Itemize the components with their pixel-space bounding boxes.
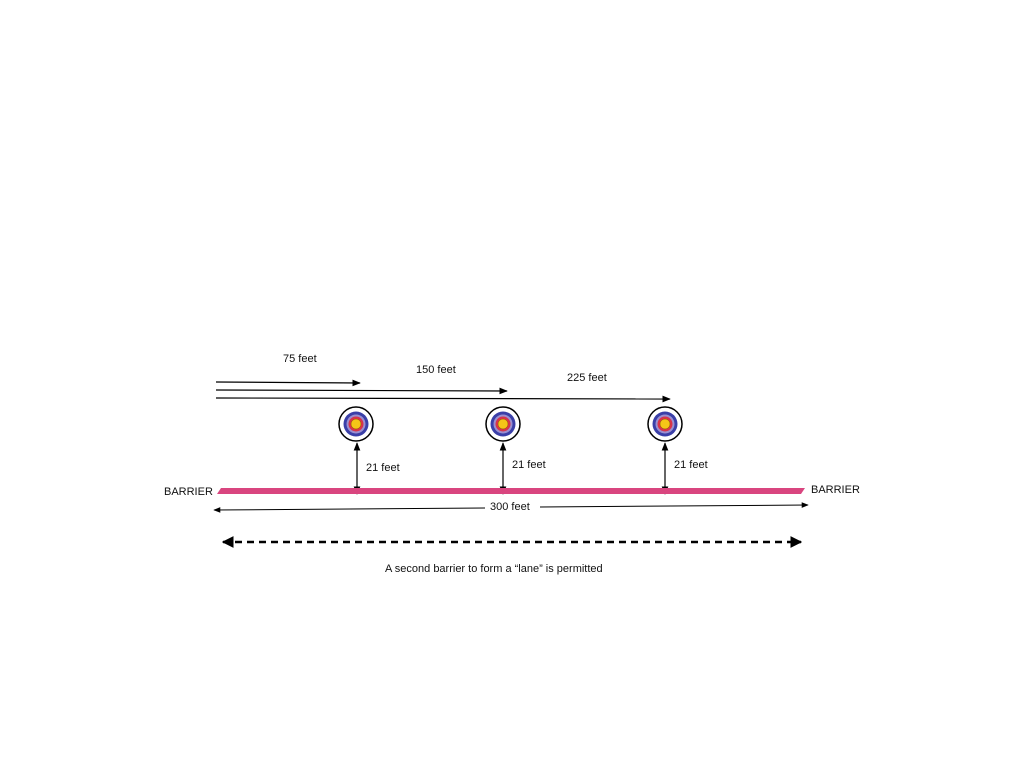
offset-label-1: 21 feet: [366, 462, 400, 474]
archery-target-icon: [647, 406, 683, 442]
distance-line-75: [215, 379, 361, 387]
archery-target-icon: [485, 406, 521, 442]
distance-line-225: [215, 395, 671, 403]
offset-label-3: 21 feet: [674, 459, 708, 471]
distance-label-225: 225 feet: [567, 372, 607, 384]
barrier-bar: [217, 488, 805, 494]
distance-label-75: 75 feet: [283, 353, 317, 365]
offset-label-2: 21 feet: [512, 459, 546, 471]
barrier-label-left: BARRIER: [164, 486, 213, 498]
total-length-label: 300 feet: [490, 501, 530, 513]
distance-line-150: [215, 387, 508, 395]
barrier-label-right: BARRIER: [811, 484, 860, 496]
second-barrier-note: A second barrier to form a “lane” is per…: [385, 563, 603, 575]
archery-target-icon: [338, 406, 374, 442]
total-length-arrow-left: [213, 507, 486, 513]
distance-label-150: 150 feet: [416, 364, 456, 376]
total-length-arrow-right: [539, 502, 809, 508]
